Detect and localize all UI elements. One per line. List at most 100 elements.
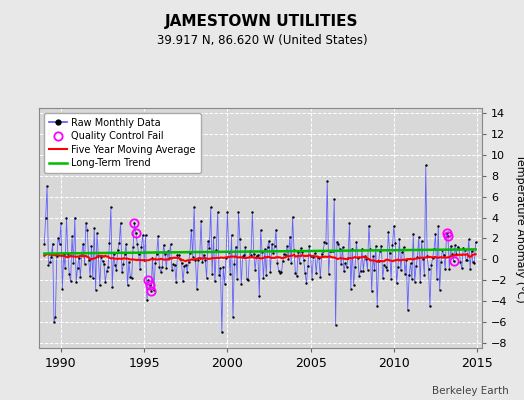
Point — [108, 284, 116, 290]
Point — [472, 239, 480, 245]
Point — [287, 260, 296, 267]
Point — [213, 209, 222, 216]
Point — [424, 266, 433, 272]
Point — [275, 268, 283, 274]
Point — [284, 256, 292, 262]
Point — [136, 266, 144, 273]
Point — [307, 253, 315, 259]
Text: 39.917 N, 86.620 W (United States): 39.917 N, 86.620 W (United States) — [157, 34, 367, 47]
Point — [222, 255, 230, 262]
Point — [83, 227, 92, 234]
Point — [68, 233, 76, 240]
Point — [200, 251, 208, 258]
Point — [296, 260, 304, 266]
Point — [258, 249, 266, 255]
Point — [238, 253, 247, 260]
Point — [223, 209, 232, 216]
Point — [82, 220, 90, 226]
Point — [254, 252, 262, 258]
Point — [276, 270, 285, 276]
Point — [413, 254, 422, 260]
Point — [384, 228, 392, 235]
Point — [217, 329, 226, 336]
Point — [345, 220, 354, 226]
Point — [179, 278, 187, 285]
Point — [194, 256, 202, 263]
Point — [359, 268, 367, 274]
Point — [288, 214, 297, 220]
Point — [130, 220, 139, 226]
Point — [65, 270, 73, 277]
Point — [62, 214, 71, 221]
Point — [104, 263, 112, 270]
Point — [211, 278, 219, 284]
Point — [219, 264, 227, 270]
Point — [265, 238, 273, 244]
Point — [110, 251, 118, 258]
Point — [80, 261, 89, 267]
Point — [398, 249, 407, 256]
Point — [444, 233, 452, 240]
Point — [121, 251, 129, 257]
Point — [119, 261, 127, 267]
Point — [76, 274, 84, 280]
Point — [132, 230, 140, 236]
Point — [467, 248, 476, 254]
Point — [147, 288, 155, 294]
Point — [122, 241, 130, 247]
Point — [388, 242, 397, 248]
Point — [326, 248, 334, 254]
Point — [377, 242, 386, 249]
Point — [158, 264, 167, 270]
Point — [123, 282, 132, 288]
Point — [347, 285, 355, 292]
Point — [187, 226, 195, 233]
Legend: Raw Monthly Data, Quality Control Fail, Five Year Moving Average, Long-Term Tren: Raw Monthly Data, Quality Control Fail, … — [44, 113, 201, 173]
Point — [198, 259, 206, 266]
Point — [155, 264, 163, 271]
Point — [146, 282, 154, 288]
Point — [324, 271, 333, 277]
Point — [302, 280, 311, 286]
Point — [451, 242, 459, 248]
Point — [93, 230, 101, 236]
Point — [138, 232, 147, 238]
Point — [434, 223, 442, 229]
Point — [425, 303, 434, 310]
Point — [190, 204, 198, 210]
Point — [304, 263, 312, 270]
Point — [129, 243, 137, 250]
Point — [88, 243, 96, 250]
Point — [64, 251, 72, 258]
Point — [75, 254, 83, 261]
Point — [367, 288, 376, 294]
Point — [148, 255, 157, 261]
Point — [180, 263, 189, 269]
Point — [440, 252, 448, 258]
Point — [409, 230, 418, 237]
Point — [189, 253, 197, 260]
Point — [243, 276, 251, 282]
Point — [105, 240, 114, 246]
Point — [107, 204, 115, 210]
Point — [100, 261, 108, 267]
Point — [208, 270, 216, 277]
Point — [202, 274, 211, 281]
Point — [334, 241, 343, 248]
Point — [297, 245, 305, 251]
Point — [184, 259, 193, 265]
Point — [137, 244, 146, 250]
Point — [127, 275, 136, 281]
Point — [48, 240, 57, 247]
Point — [47, 254, 56, 260]
Point — [277, 269, 286, 275]
Point — [403, 307, 412, 313]
Point — [311, 250, 319, 256]
Point — [71, 214, 79, 221]
Point — [225, 249, 233, 255]
Point — [279, 257, 287, 264]
Point — [114, 246, 122, 253]
Point — [259, 275, 268, 281]
Point — [159, 242, 168, 248]
Point — [441, 266, 450, 272]
